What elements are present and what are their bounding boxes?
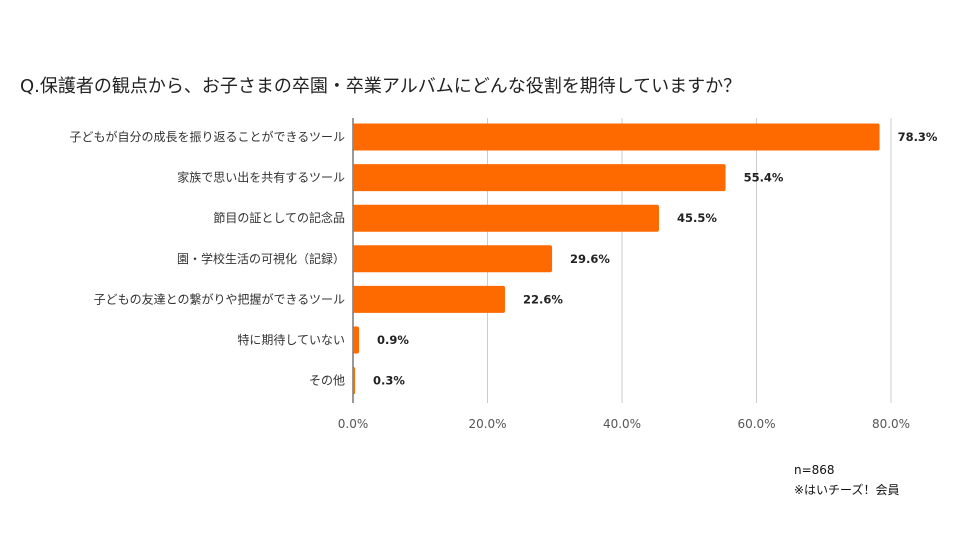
x-tick-label: 80.0% [872, 417, 910, 431]
category-label: 子どもが自分の成長を振り返ることができるツール [69, 129, 345, 144]
value-label: 0.9% [377, 333, 409, 347]
labels: 0.0% 20.0% 40.0% 60.0% 80.0% 子どもが自分の成長を振り返ること… [69, 129, 937, 431]
value-label: 55.4% [744, 171, 784, 185]
value-label: 45.5% [677, 211, 717, 225]
category-label: 家族で思い出を共有するツール [177, 170, 345, 185]
x-tick-label: 0.0% [338, 417, 369, 431]
bar [353, 204, 659, 232]
value-label: 0.3% [373, 374, 405, 388]
category-label: その他 [309, 374, 345, 388]
bar [353, 164, 726, 192]
bar [353, 326, 360, 354]
bar [353, 285, 505, 313]
bar [353, 123, 880, 151]
value-label: 78.3% [898, 130, 938, 144]
value-label: 22.6% [523, 292, 563, 306]
category-label: 園・学校生活の可視化（記録） [177, 251, 345, 266]
category-label: 特に期待していない [237, 332, 345, 347]
source-note: ※はいチーズ！会員 [794, 483, 900, 497]
bar [353, 367, 356, 395]
value-label: 29.6% [570, 252, 610, 266]
sample-size-note: n=868 [794, 463, 835, 477]
x-tick-label: 40.0% [603, 417, 641, 431]
category-label: 節目の証としての記念品 [213, 210, 345, 225]
x-tick-label: 20.0% [468, 417, 506, 431]
x-tick-label: 60.0% [737, 417, 775, 431]
category-label: 子どもの友達との繋がりや把握ができるツール [94, 291, 345, 306]
bar [353, 245, 553, 273]
bars [353, 123, 880, 395]
chart-title: Q.保護者の観点から、お子さまの卒園・卒業アルバムにどんな役割を期待していますか… [20, 76, 742, 97]
